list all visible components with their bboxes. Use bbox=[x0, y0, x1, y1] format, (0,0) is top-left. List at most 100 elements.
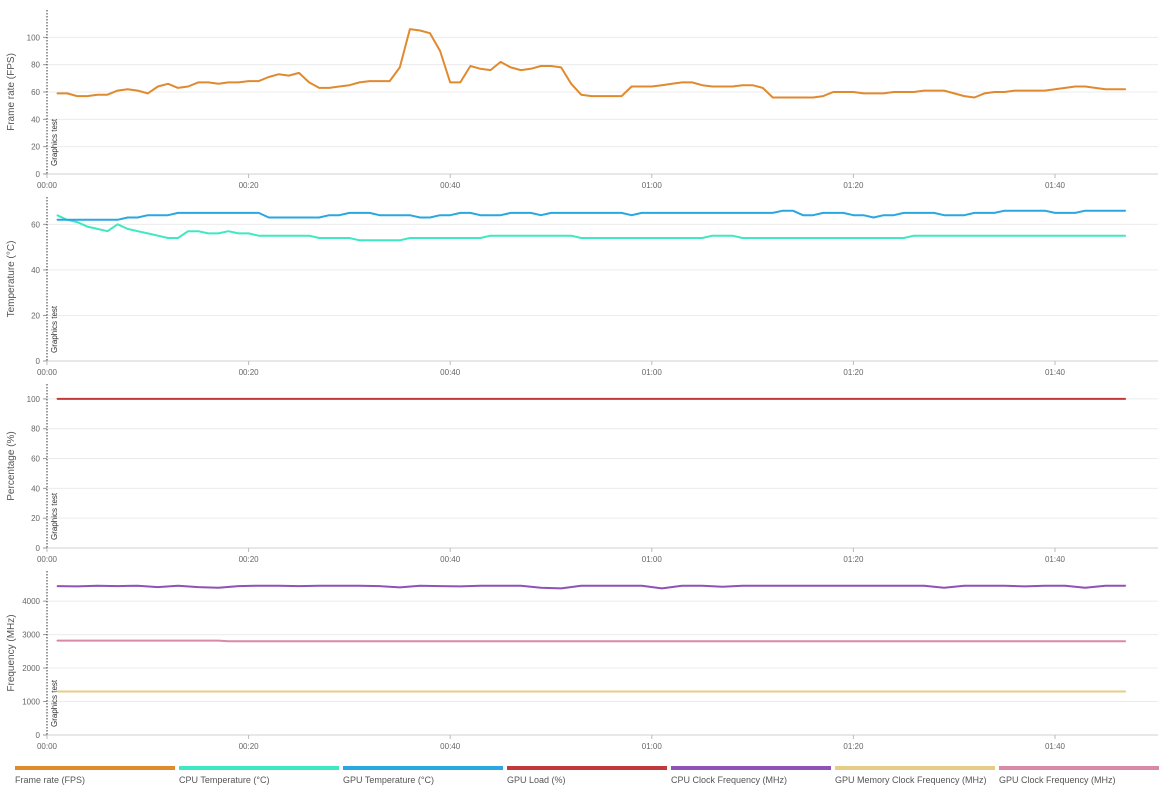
data-point-cpu_temp bbox=[681, 237, 683, 239]
data-point-cpu_clock bbox=[641, 585, 643, 587]
legend-item[interactable]: CPU Clock Frequency (MHz) bbox=[671, 766, 831, 790]
y-tick-label: 1000 bbox=[22, 698, 40, 707]
x-tick-label: 01:40 bbox=[1045, 742, 1066, 751]
data-point-gpu_temp bbox=[963, 214, 965, 216]
x-tick-label: 00:40 bbox=[440, 368, 461, 377]
data-point-cpu_temp bbox=[762, 237, 764, 239]
data-point-cpu_temp bbox=[510, 235, 512, 237]
data-point-cpu_clock bbox=[762, 585, 764, 587]
legend-item[interactable]: GPU Load (%) bbox=[507, 766, 667, 790]
data-point-cpu_temp bbox=[963, 235, 965, 237]
data-point-cpu_clock bbox=[338, 585, 340, 587]
data-point-fps bbox=[741, 84, 744, 86]
legend-swatch bbox=[671, 766, 831, 770]
data-point-cpu_temp bbox=[933, 235, 935, 237]
data-point-gpu_temp bbox=[76, 219, 78, 221]
data-point-fps bbox=[752, 84, 754, 86]
data-point-gpu_temp bbox=[862, 214, 865, 216]
legend-swatch bbox=[15, 766, 175, 770]
legend-item[interactable]: CPU Temperature (°C) bbox=[179, 766, 339, 790]
x-tick-label: 01:00 bbox=[642, 742, 663, 751]
legend-item[interactable]: GPU Temperature (°C) bbox=[343, 766, 503, 790]
x-tick-label: 01:20 bbox=[843, 742, 864, 751]
data-point-fps bbox=[56, 92, 58, 94]
data-point-gpu_load bbox=[56, 398, 58, 400]
y-tick-label: 60 bbox=[31, 220, 40, 229]
data-point-cpu_clock bbox=[237, 585, 240, 587]
data-point-cpu_temp bbox=[429, 237, 431, 239]
data-point-cpu_temp bbox=[943, 235, 945, 237]
data-point-fps bbox=[802, 96, 804, 99]
y-axis-label: Frame rate (FPS) bbox=[6, 53, 17, 131]
data-point-cpu_temp bbox=[590, 237, 592, 239]
data-point-gpu_temp bbox=[600, 212, 603, 214]
data-point-fps bbox=[762, 87, 764, 89]
data-point-cpu_temp bbox=[620, 237, 623, 239]
data-point-fps bbox=[227, 81, 230, 84]
data-point-fps bbox=[86, 95, 88, 97]
x-tick-label: 01:20 bbox=[843, 368, 864, 377]
y-tick-label: 40 bbox=[31, 484, 40, 493]
data-point-fps bbox=[772, 96, 774, 99]
data-point-cpu_clock bbox=[580, 585, 582, 587]
chart-panel-2: 0 20 40 60 00:00 00:20 00:40 01:00 01:20 01:40 Tem… bbox=[6, 197, 1158, 377]
y-tick-label: 3000 bbox=[22, 631, 40, 640]
data-point-cpu_temp bbox=[691, 237, 693, 239]
data-point-cpu_temp bbox=[86, 226, 88, 228]
data-point-gpu_temp bbox=[530, 212, 532, 214]
x-tick-label: 00:00 bbox=[37, 181, 58, 190]
data-point-fps bbox=[479, 68, 482, 70]
legend-item[interactable]: GPU Clock Frequency (MHz) bbox=[999, 766, 1159, 790]
data-point-gpu_temp bbox=[872, 216, 875, 219]
data-point-gpu_temp bbox=[923, 212, 925, 214]
data-point-gpu_temp bbox=[147, 214, 149, 216]
data-point-gpu_clock bbox=[227, 640, 230, 642]
data-point-cpu_temp bbox=[56, 214, 58, 216]
data-point-gpu_temp bbox=[177, 212, 179, 214]
y-tick-label: 40 bbox=[31, 115, 40, 124]
data-point-gpu_temp bbox=[187, 212, 189, 214]
data-point-cpu_temp bbox=[1004, 235, 1006, 237]
data-point-gpu_temp bbox=[812, 214, 814, 216]
legend-item[interactable]: Frame rate (FPS) bbox=[15, 766, 175, 790]
legend-item[interactable]: GPU Memory Clock Frequency (MHz) bbox=[835, 766, 995, 790]
data-point-gpu_temp bbox=[983, 212, 986, 214]
data-point-fps bbox=[913, 91, 915, 93]
data-point-cpu_temp bbox=[752, 237, 754, 239]
x-tick-label: 01:00 bbox=[642, 181, 663, 190]
data-point-cpu_temp bbox=[923, 235, 925, 237]
data-point-gpu_clock bbox=[217, 640, 219, 642]
data-point-fps bbox=[1054, 88, 1056, 90]
data-point-fps bbox=[459, 81, 461, 84]
data-point-cpu_temp bbox=[883, 237, 885, 239]
data-point-cpu_temp bbox=[520, 235, 522, 237]
data-point-gpu_clock bbox=[56, 640, 58, 642]
data-point-gpu_temp bbox=[127, 216, 129, 219]
data-point-fps bbox=[429, 32, 431, 34]
x-tick-label: 00:20 bbox=[239, 181, 260, 190]
data-point-gpu_temp bbox=[197, 212, 199, 214]
test-marker-label: Graphics test bbox=[50, 679, 59, 727]
series-line-cpu_temp bbox=[56, 214, 1126, 242]
data-point-gpu_temp bbox=[842, 212, 844, 214]
data-point-gpu_temp bbox=[217, 212, 219, 214]
data-point-fps bbox=[288, 75, 290, 77]
data-point-gpu_temp bbox=[1104, 210, 1106, 212]
y-tick-label: 0 bbox=[36, 544, 41, 553]
data-point-cpu_clock bbox=[358, 585, 361, 587]
data-point-cpu_temp bbox=[298, 235, 300, 237]
data-point-fps bbox=[500, 61, 502, 63]
data-point-fps bbox=[439, 50, 441, 52]
data-point-cpu_temp bbox=[1104, 235, 1106, 237]
data-point-cpu_clock bbox=[520, 585, 522, 587]
data-point-gpu_temp bbox=[459, 212, 461, 214]
data-point-cpu_temp bbox=[701, 237, 703, 239]
chart-panel-4: 0 1000 2000 3000 4000 00:00 00:20 00:40 01:00 01:… bbox=[6, 571, 1158, 751]
x-tick-label: 00:40 bbox=[440, 742, 461, 751]
data-point-fps bbox=[116, 90, 119, 92]
x-tick-label: 00:00 bbox=[37, 555, 58, 564]
data-point-gpu_temp bbox=[308, 216, 310, 219]
data-point-fps bbox=[147, 92, 149, 94]
data-point-cpu_clock bbox=[560, 587, 562, 590]
data-point-cpu_temp bbox=[348, 237, 350, 239]
